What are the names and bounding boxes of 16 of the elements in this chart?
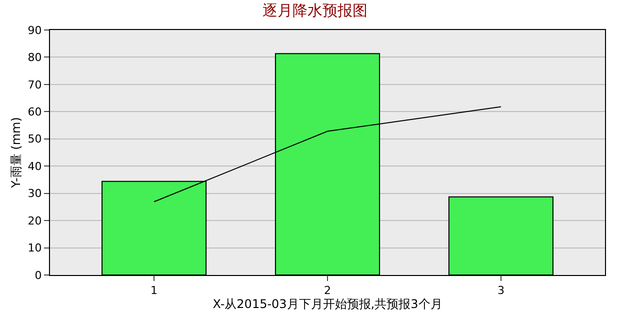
y-tick-label: 40 [28,160,42,173]
x-tick-label: 3 [497,284,504,298]
y-tick-label: 80 [28,51,42,64]
y-tick-label: 60 [28,106,42,119]
x-tick-label: 1 [150,284,158,298]
x-axis-title: X-从2015-03月下月开始预报,共预报3个月 [212,297,442,312]
x-tick-label: 2 [324,284,331,298]
y-axis-title: Y-雨量 (mm) [9,117,24,189]
y-tick-label: 30 [28,187,42,200]
y-tick-label: 50 [28,132,42,146]
chart-title: 逐月降水预报图 [262,1,368,20]
y-tick-label: 90 [28,24,42,37]
y-tick-label: 10 [28,242,42,255]
y-tick-label: 20 [28,214,42,228]
y-tick-label: 0 [34,268,42,282]
y-tick-label: 70 [28,78,42,92]
